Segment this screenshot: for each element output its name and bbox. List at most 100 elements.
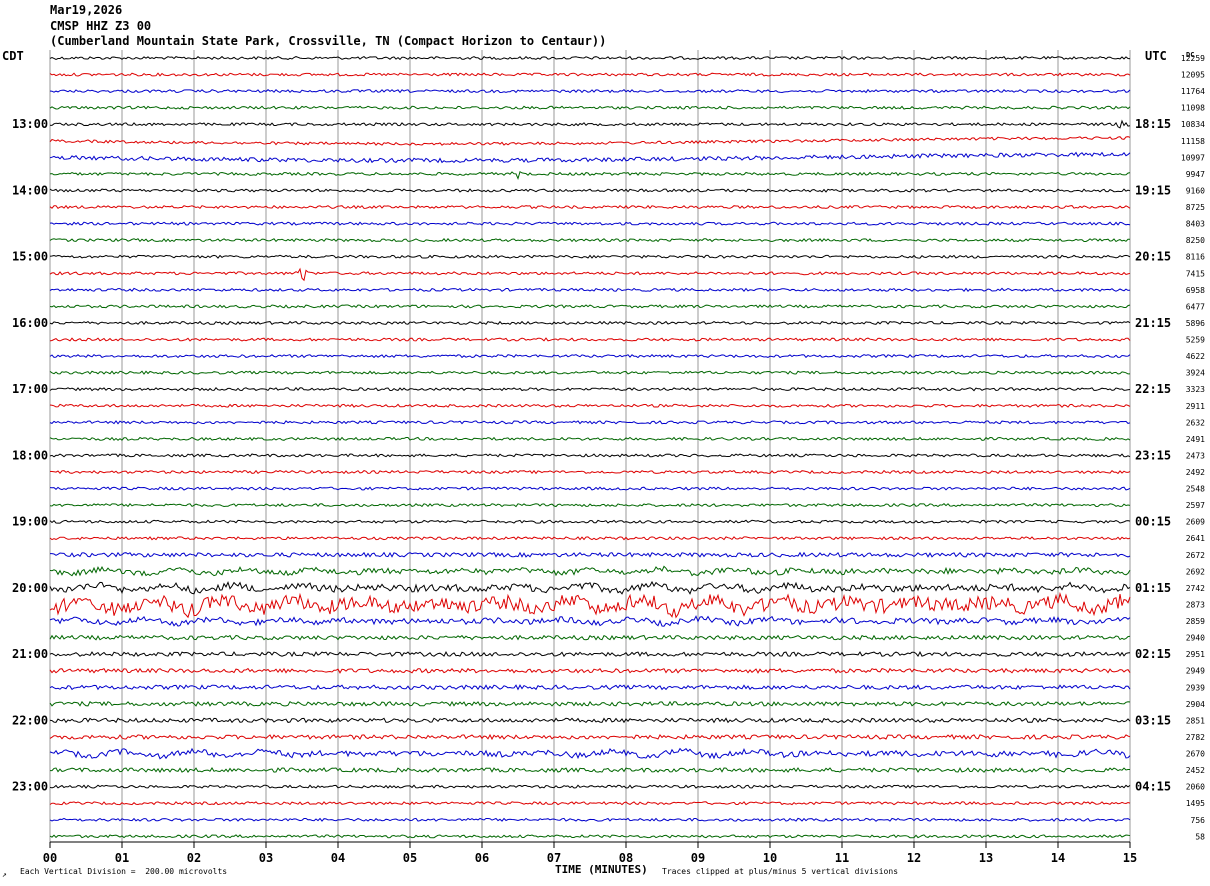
trace-row bbox=[49, 170, 1131, 180]
dc-offset-label: 4622 bbox=[1186, 352, 1205, 361]
grid-lines bbox=[49, 50, 1131, 848]
left-hour-label: 19:00 bbox=[12, 515, 48, 529]
trace-row bbox=[49, 354, 1131, 359]
right-hour-label: 20:15 bbox=[1135, 250, 1171, 264]
dc-offset-label: 2911 bbox=[1186, 402, 1205, 411]
right-hour-label: 01:15 bbox=[1135, 581, 1171, 595]
dc-offset-label: 2939 bbox=[1186, 683, 1205, 692]
trace-row bbox=[49, 151, 1131, 164]
trace-row bbox=[49, 267, 1131, 282]
x-tick-label: 08 bbox=[619, 851, 633, 865]
trace-row bbox=[49, 188, 1131, 193]
dc-offset-label: 10834 bbox=[1181, 120, 1205, 129]
trace-row bbox=[49, 580, 1131, 595]
seismic-traces bbox=[49, 55, 1131, 839]
trace-row bbox=[49, 834, 1131, 839]
right-hour-label: 21:15 bbox=[1135, 316, 1171, 330]
dc-offset-label: 8116 bbox=[1186, 253, 1205, 262]
right-zone-label: UTC bbox=[1145, 49, 1167, 63]
dc-offset-label: 12095 bbox=[1181, 71, 1205, 80]
trace-row bbox=[49, 634, 1131, 641]
dc-offset-label: 2632 bbox=[1186, 418, 1205, 427]
right-hour-label: 03:15 bbox=[1135, 713, 1171, 727]
dc-offset-label: 2940 bbox=[1186, 634, 1205, 643]
right-hour-label: 04:15 bbox=[1135, 780, 1171, 794]
dc-offset-label: 12259 bbox=[1181, 54, 1205, 63]
trace-row bbox=[49, 536, 1131, 541]
axis-labels: CDT UTC DC TIME (MINUTES) 00 01 02 03 04 05 06… bbox=[2, 49, 1205, 876]
trace-row bbox=[49, 254, 1131, 259]
left-hour-label: 13:00 bbox=[12, 117, 48, 131]
trace-row bbox=[49, 565, 1131, 577]
header-date: Mar19,2026 bbox=[50, 3, 123, 17]
dc-offset-label: 9947 bbox=[1186, 170, 1205, 179]
left-hour-label: 20:00 bbox=[12, 581, 48, 595]
dc-offset-label: 10997 bbox=[1181, 153, 1205, 162]
dc-offset-label: 8725 bbox=[1186, 203, 1205, 212]
dc-offset-label: 5896 bbox=[1186, 319, 1205, 328]
dc-offset-label: 2597 bbox=[1186, 501, 1205, 510]
dc-offset-label: 2949 bbox=[1186, 667, 1205, 676]
dc-offset-label: 2672 bbox=[1186, 551, 1205, 560]
dc-offset-label: 2904 bbox=[1186, 700, 1205, 709]
dc-offset-label: 2670 bbox=[1186, 750, 1205, 759]
dc-offset-label: 7415 bbox=[1186, 269, 1205, 278]
trace-row bbox=[49, 615, 1131, 627]
left-hour-label: 15:00 bbox=[12, 250, 48, 264]
trace-row bbox=[49, 420, 1131, 425]
left-hour-label: 21:00 bbox=[12, 647, 48, 661]
clip-note: Traces clipped at plus/minus 5 vertical … bbox=[662, 867, 899, 876]
x-tick-label: 02 bbox=[187, 851, 201, 865]
dc-offset-label: 9160 bbox=[1186, 186, 1205, 195]
dc-offset-label: 58 bbox=[1195, 832, 1205, 841]
dc-offset-label: 2060 bbox=[1186, 783, 1205, 792]
dc-offset-label: 3323 bbox=[1186, 385, 1205, 394]
trace-row bbox=[50, 551, 1131, 558]
trace-row bbox=[49, 320, 1131, 326]
dc-offset-label: 8403 bbox=[1186, 220, 1205, 229]
x-tick-label: 09 bbox=[691, 851, 705, 865]
trace-row bbox=[49, 55, 1131, 61]
left-hour-label: 23:00 bbox=[12, 780, 48, 794]
left-hour-label: 14:00 bbox=[12, 183, 48, 197]
trace-row bbox=[49, 817, 1131, 822]
trace-row bbox=[49, 370, 1130, 375]
trace-row bbox=[49, 486, 1131, 491]
dc-offset-label: 2851 bbox=[1186, 716, 1205, 725]
trace-row bbox=[50, 767, 1130, 774]
x-tick-label: 06 bbox=[475, 851, 489, 865]
right-hour-label: 18:15 bbox=[1135, 117, 1171, 131]
x-axis-title: TIME (MINUTES) bbox=[555, 863, 648, 876]
header-location: (Cumberland Mountain State Park, Crossvi… bbox=[50, 34, 607, 48]
trace-row bbox=[49, 747, 1131, 760]
left-hour-label: 16:00 bbox=[12, 316, 48, 330]
x-tick-label: 00 bbox=[43, 851, 57, 865]
trace-row bbox=[49, 88, 1131, 94]
trace-row bbox=[49, 436, 1131, 442]
scale-note: Each Vertical Division = 200.00 microvol… bbox=[20, 867, 228, 876]
x-tick-label: 04 bbox=[331, 851, 345, 865]
trace-row bbox=[49, 684, 1131, 691]
left-hour-label: 18:00 bbox=[12, 448, 48, 462]
trace-row bbox=[49, 287, 1131, 292]
dc-offset-label: 2692 bbox=[1186, 567, 1205, 576]
x-tick-label: 11 bbox=[835, 851, 849, 865]
left-zone-label: CDT bbox=[2, 49, 24, 63]
dc-offset-label: 2452 bbox=[1186, 766, 1205, 775]
trace-row bbox=[49, 337, 1131, 342]
header-station: CMSP HHZ Z3 00 bbox=[50, 19, 152, 33]
dc-label: DC bbox=[1186, 51, 1194, 59]
dc-offset-label: 756 bbox=[1191, 816, 1206, 825]
dc-offset-label: 2951 bbox=[1186, 650, 1205, 659]
corner-mark: ↗ bbox=[2, 870, 7, 879]
dc-offset-label: 2873 bbox=[1186, 600, 1205, 609]
x-tick-label: 12 bbox=[907, 851, 921, 865]
trace-row bbox=[49, 650, 1131, 658]
trace-row bbox=[49, 403, 1131, 408]
trace-row bbox=[49, 801, 1131, 806]
x-tick-label: 10 bbox=[763, 851, 777, 865]
dc-offset-label: 11098 bbox=[1181, 104, 1205, 113]
dc-offset-label: 1495 bbox=[1186, 799, 1205, 808]
dc-offset-label: 2473 bbox=[1186, 451, 1205, 460]
trace-row bbox=[49, 453, 1131, 458]
